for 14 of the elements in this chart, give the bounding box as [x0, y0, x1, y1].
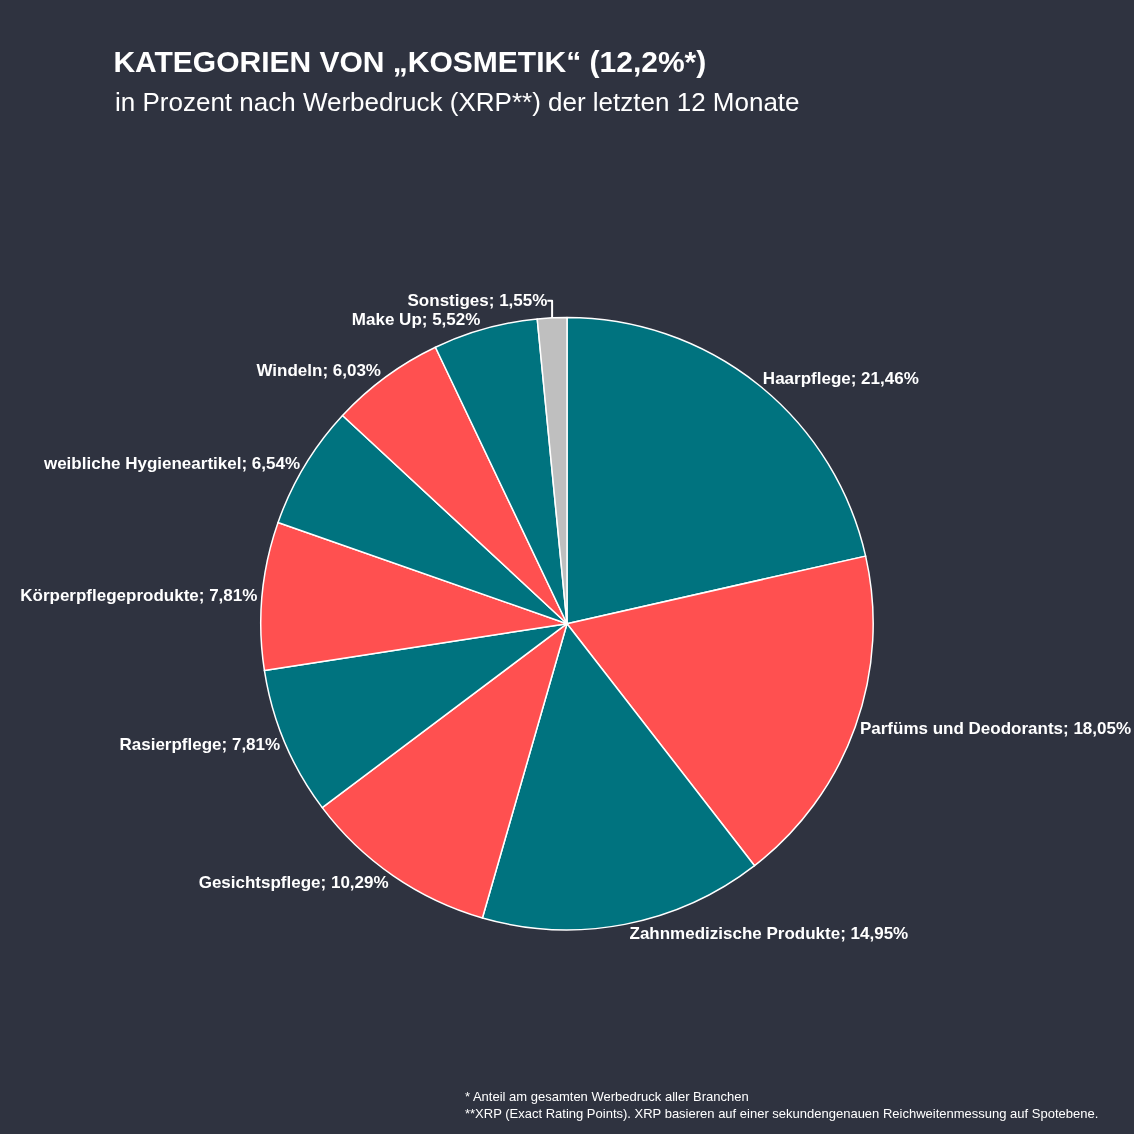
- slice-label: Windeln; 6,03%: [256, 361, 381, 381]
- slice-label: Körperpflegeprodukte; 7,81%: [20, 586, 258, 606]
- chart-title: KATEGORIEN VON „KOSMETIK“ (12,2%*): [113, 45, 707, 79]
- slice-label: Zahnmedizische Produkte; 14,95%: [629, 924, 909, 944]
- slice-label: Make Up; 5,52%: [351, 310, 481, 330]
- text: **XRP (Exact Rating Points). XRP basieren auf einer sekundengenauen Reichweitenmessung auf Spotebene.: [465, 1105, 1099, 1121]
- slice-label: Sonstiges; 1,55%: [407, 291, 548, 311]
- slice-label: Haarpflege; 21,46%: [762, 369, 919, 389]
- slice-label: Gesichtspflege; 10,29%: [198, 872, 389, 892]
- text: * Anteil am gesamten Werbedruck aller Branchen: [465, 1089, 749, 1104]
- slice-label: weibliche Hygieneartikel; 6,54%: [42, 453, 301, 473]
- slice-label: Parfüms und Deodorants; 18,05%: [859, 718, 1132, 738]
- chart-subtitle: in Prozent nach Werbedruck (XRP**) der letzten 12 Monate: [115, 87, 800, 117]
- slice-label: Rasierpflege; 7,81%: [119, 734, 281, 754]
